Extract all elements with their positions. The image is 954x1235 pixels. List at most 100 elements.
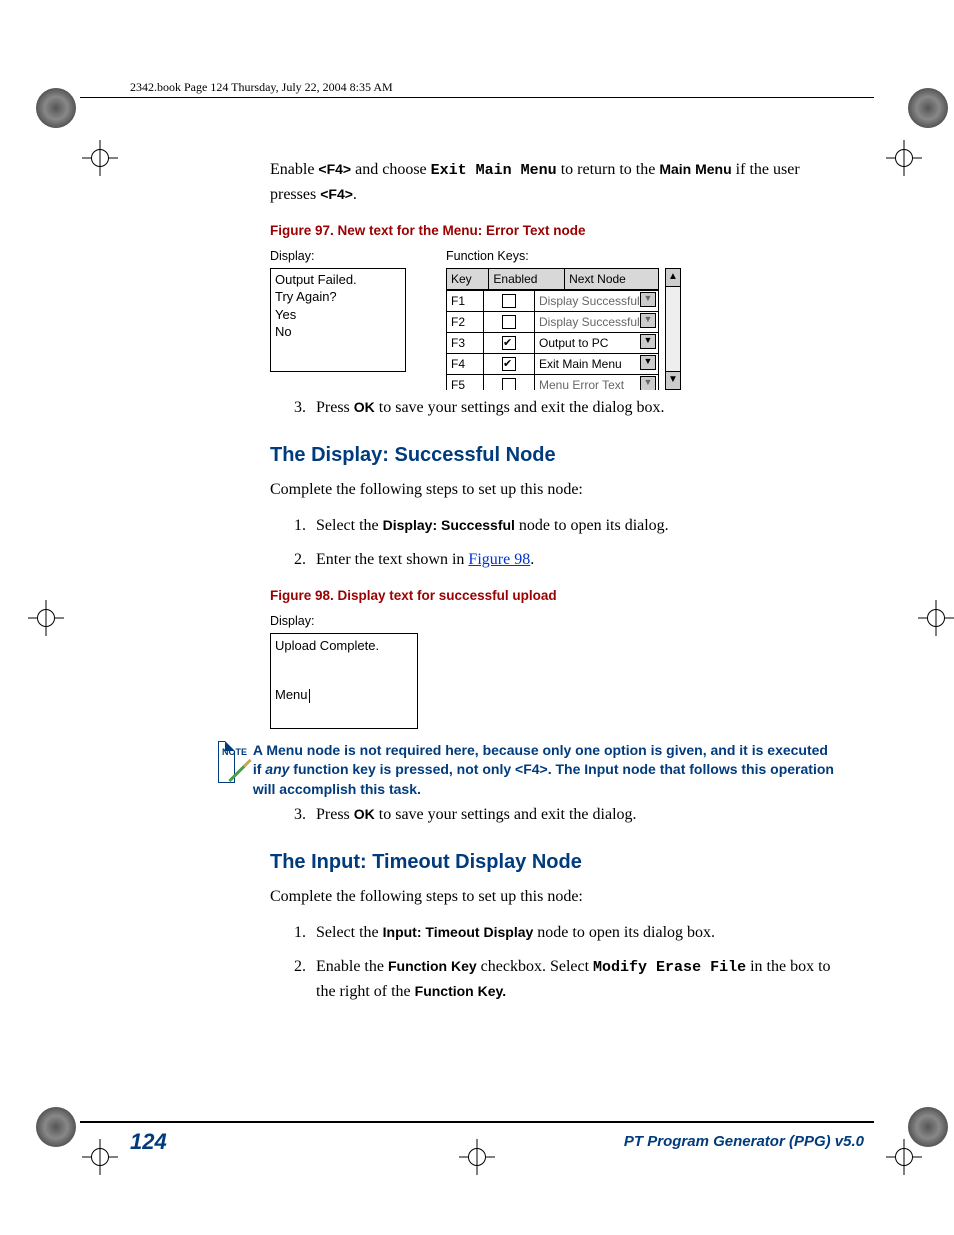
modify-erase-file-label: Modify Erase File — [593, 959, 746, 976]
function-keys-table: Key Enabled Next Node — [446, 268, 659, 290]
checkbox-icon[interactable] — [502, 294, 516, 308]
figure-98-caption: Figure 98. Display text for successful u… — [270, 586, 834, 606]
enabled-cell[interactable] — [484, 374, 535, 390]
col-next-node: Next Node — [565, 268, 659, 289]
display-textarea[interactable]: Upload Complete. Menu — [270, 633, 418, 729]
section2-steps: Select the Input: Timeout Display node t… — [270, 921, 834, 1004]
text: . — [530, 551, 534, 568]
figure-97-caption: Figure 97. New text for the Menu: Error … — [270, 221, 834, 241]
next-node-cell[interactable]: Display Successful▼ — [535, 311, 659, 332]
section-heading-input-timeout: The Input: Timeout Display Node — [270, 847, 834, 877]
page-frame: 2342.book Page 124 Thursday, July 22, 20… — [80, 80, 874, 1155]
display-panel: Display: Output Failed. Try Again? Yes N… — [270, 247, 406, 390]
scrollbar[interactable]: ▲ ▼ — [665, 268, 681, 390]
dropdown-icon[interactable]: ▼ — [640, 313, 656, 328]
table-row: F5 Menu Error Text▼ — [447, 374, 659, 390]
display-line: Try Again? — [275, 288, 401, 306]
enabled-cell[interactable] — [484, 353, 535, 374]
checkbox-icon[interactable] — [502, 378, 516, 389]
function-key-label: Function Key. — [415, 983, 507, 999]
enabled-cell[interactable] — [484, 311, 535, 332]
registration-target — [886, 1139, 922, 1175]
display-line: Output Failed. — [275, 271, 401, 289]
next-node-cell[interactable]: Exit Main Menu▼ — [535, 353, 659, 374]
dropdown-icon[interactable]: ▼ — [640, 334, 656, 349]
step-2: Enter the text shown in Figure 98. — [310, 548, 834, 572]
exit-main-menu-label: Exit Main Menu — [431, 162, 557, 179]
steps-list: Press OK to save your settings and exit … — [270, 396, 834, 420]
registration-target — [28, 600, 64, 636]
step-3: Press OK to save your settings and exit … — [310, 396, 834, 420]
function-keys-panel: Function Keys: Key Enabled Next Node — [446, 247, 681, 390]
book-header-line: 2342.book Page 124 Thursday, July 22, 20… — [80, 80, 874, 97]
display-line: Upload Complete. — [275, 636, 413, 656]
next-node-cell[interactable]: Output to PC▼ — [535, 332, 659, 353]
step-2: Enable the Function Key checkbox. Select… — [310, 955, 834, 1004]
key-cell: F1 — [447, 290, 484, 311]
node-name: Display: Successful — [383, 517, 515, 533]
doc-title: PT Program Generator (PPG) v5.0 — [624, 1129, 874, 1155]
table-row: F1 Display Successful▼ — [447, 290, 659, 311]
checkbox-icon[interactable] — [502, 315, 516, 329]
next-node-cell[interactable]: Display Successful▼ — [535, 290, 659, 311]
scroll-track[interactable] — [666, 287, 680, 371]
section2-intro: Complete the following steps to set up t… — [270, 885, 834, 909]
figure-97: Display: Output Failed. Try Again? Yes N… — [270, 247, 834, 390]
intro-paragraph: Enable <F4> and choose Exit Main Menu to… — [270, 158, 834, 207]
page-number: 124 — [80, 1129, 167, 1155]
enabled-cell[interactable] — [484, 332, 535, 353]
table-header-row: Key Enabled Next Node — [447, 268, 659, 289]
section1-intro: Complete the following steps to set up t… — [270, 478, 834, 502]
crop-mark — [36, 88, 76, 128]
text: Press — [316, 399, 354, 416]
dropdown-icon[interactable]: ▼ — [640, 355, 656, 370]
section1-steps: Select the Display: Successful node to o… — [270, 514, 834, 572]
col-enabled: Enabled — [489, 268, 565, 289]
dropdown-icon[interactable]: ▼ — [640, 292, 656, 307]
display-line: No — [275, 323, 401, 341]
col-key: Key — [447, 268, 489, 289]
blank-line — [275, 655, 413, 685]
text: Press — [316, 806, 354, 823]
note-icon: NOTE — [218, 741, 235, 783]
step-1: Select the Input: Timeout Display node t… — [310, 921, 834, 945]
key-cell: F3 — [447, 332, 484, 353]
figure-98-link[interactable]: Figure 98 — [468, 551, 530, 568]
ok-label: OK — [354, 399, 375, 415]
text: to save your settings and exit the dialo… — [375, 806, 637, 823]
dropdown-icon[interactable]: ▼ — [640, 376, 656, 390]
checkbox-icon[interactable] — [502, 357, 516, 371]
text: checkbox. Select — [477, 958, 593, 975]
header-rule — [80, 97, 874, 98]
key-cell: F4 — [447, 353, 484, 374]
scroll-down-button[interactable]: ▼ — [666, 371, 680, 389]
note-block: NOTE A Menu node is not required here, b… — [218, 741, 834, 800]
ok-label: OK — [354, 806, 375, 822]
text: node to open its dialog. — [515, 517, 669, 534]
text: Select the — [316, 517, 383, 534]
f4-key: <F4> — [320, 186, 353, 202]
key-cell: F5 — [447, 374, 484, 390]
function-key-label: Function Key — [388, 958, 477, 974]
display-line: Yes — [275, 306, 401, 324]
display-textarea[interactable]: Output Failed. Try Again? Yes No — [270, 268, 406, 372]
next-node-cell[interactable]: Menu Error Text▼ — [535, 374, 659, 390]
crop-mark — [36, 1107, 76, 1147]
scroll-up-button[interactable]: ▲ — [666, 269, 680, 287]
figure-98: Display: Upload Complete. Menu — [270, 612, 834, 729]
text: Select the — [316, 924, 383, 941]
table-row: F4 Exit Main Menu▼ — [447, 353, 659, 374]
step-1: Select the Display: Successful node to o… — [310, 514, 834, 538]
table-row: F2 Display Successful▼ — [447, 311, 659, 332]
function-keys-label: Function Keys: — [446, 247, 681, 266]
node-name: Input: Timeout Display — [383, 924, 534, 940]
checkbox-icon[interactable] — [502, 336, 516, 350]
text: and choose — [351, 161, 431, 178]
main-content: Enable <F4> and choose Exit Main Menu to… — [270, 158, 834, 1004]
function-keys-rows: F1 Display Successful▼ F2 Display Successfu… — [446, 290, 659, 390]
text-cursor-icon — [309, 689, 310, 703]
key-cell: F2 — [447, 311, 484, 332]
text: Enable — [270, 161, 318, 178]
f4-key: <F4> — [318, 161, 351, 177]
enabled-cell[interactable] — [484, 290, 535, 311]
